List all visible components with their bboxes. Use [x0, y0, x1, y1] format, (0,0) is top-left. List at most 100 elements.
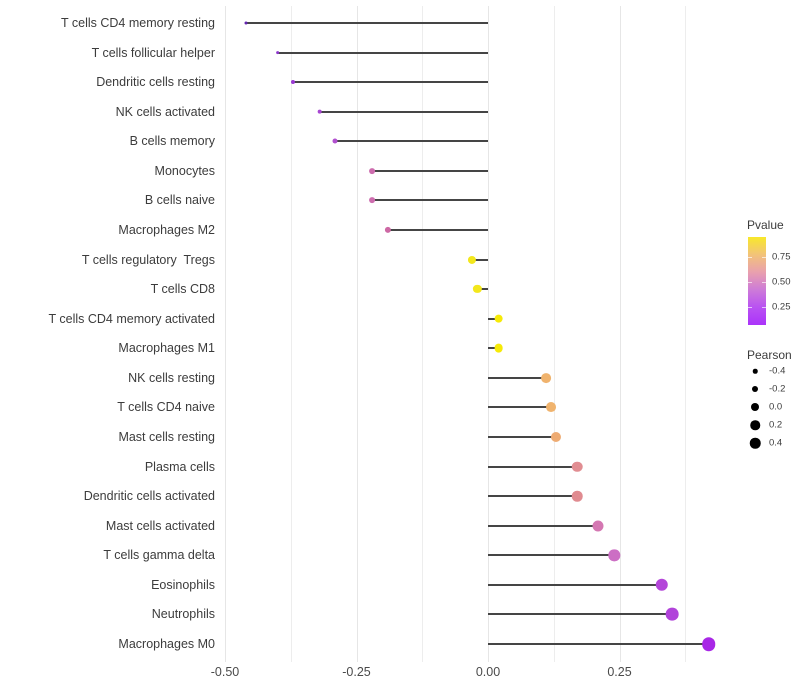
lollipop-dot	[317, 109, 322, 115]
y-axis-label: B cells naive	[144, 193, 215, 208]
pearson-size-label: -0.4	[769, 365, 786, 377]
lollipop-stem	[488, 613, 673, 616]
y-axis-label: Mast cells resting	[118, 430, 215, 444]
pearson-size-dot	[750, 420, 760, 430]
lollipop-dot	[551, 431, 562, 443]
lollipop-dot	[608, 549, 620, 561]
lollipop-stem	[488, 495, 578, 498]
lollipop-dot	[369, 197, 376, 204]
y-axis-label: T cells CD4 memory resting	[61, 16, 215, 30]
y-axis-label: NK cells activated	[115, 104, 215, 119]
lollipop-dot	[494, 343, 503, 353]
lollipop-dot	[473, 285, 482, 294]
lollipop-dot	[468, 255, 477, 264]
lollipop-dot	[572, 490, 583, 502]
y-axis-label: T cells gamma delta	[103, 548, 215, 563]
pvalue-tick-label: 0.75	[772, 251, 791, 263]
pvalue-legend-title: Pvalue	[747, 218, 784, 232]
lollipop-stem	[293, 81, 488, 84]
pvalue-tick-label: 0.25	[772, 301, 791, 313]
lollipop-stem	[488, 643, 709, 645]
y-axis-label: Macrophages M2	[118, 223, 215, 237]
lollipop-stem	[488, 554, 615, 557]
lollipop-stem	[477, 288, 488, 291]
lollipop-dot	[369, 167, 376, 174]
y-axis-label: T cells CD4 memory activated	[48, 311, 216, 326]
lollipop-stem	[488, 524, 599, 527]
colorbar-tick	[748, 307, 752, 308]
pearson-legend-title: Pearson	[747, 348, 792, 362]
y-axis-label: Dendritic cells activated	[83, 489, 215, 504]
lollipop-dot	[244, 21, 248, 25]
major-gridline	[225, 6, 226, 662]
y-axis-label: T cells regulatory Tregs	[81, 252, 215, 267]
lollipop-dot	[655, 578, 668, 592]
pearson-size-dot	[752, 386, 758, 392]
y-axis-label: T cells CD4 naive	[117, 400, 215, 415]
lollipop-stem	[319, 110, 488, 113]
pearson-size-label: 0.2	[769, 419, 783, 431]
major-gridline	[356, 6, 358, 662]
colorbar-tick	[762, 257, 766, 258]
minor-gridline	[422, 6, 424, 662]
y-axis-label: Plasma cells	[144, 459, 215, 474]
y-axis-label: Dendritic cells resting	[96, 75, 215, 90]
lollipop-dot	[384, 226, 392, 234]
lollipop-stem	[335, 140, 488, 143]
lollipop-stem	[472, 258, 488, 261]
pearson-size-dot	[751, 403, 759, 411]
pearson-size-dot	[749, 437, 761, 449]
lollipop-dot	[332, 138, 338, 144]
lollipop-dot	[572, 461, 583, 472]
colorbar-tick	[762, 282, 766, 283]
lollipop-stem	[488, 406, 552, 409]
y-axis-label: Macrophages M1	[118, 341, 215, 356]
pearson-size-dot	[752, 368, 758, 374]
y-axis-label: Neutrophils	[151, 607, 215, 622]
lollipop-dot	[275, 50, 280, 55]
minor-gridline	[553, 6, 555, 662]
lollipop-dot	[494, 314, 503, 324]
y-axis-label: Mast cells activated	[105, 518, 215, 533]
y-axis-label: Monocytes	[154, 163, 215, 178]
minor-gridline	[685, 6, 687, 662]
lollipop-dot	[592, 520, 604, 532]
pvalue-tick-label: 0.50	[772, 276, 791, 288]
pearson-size-label: -0.2	[769, 383, 786, 395]
lollipop-stem	[372, 169, 488, 172]
lollipop-dot	[546, 402, 557, 413]
lollipop-dot	[702, 637, 716, 651]
y-axis-label: Eosinophils	[151, 577, 215, 592]
lollipop-stem	[388, 229, 488, 231]
x-axis-tick-label: 0.25	[607, 665, 632, 679]
lollipop-stem	[277, 51, 488, 54]
colorbar-tick	[748, 257, 752, 258]
y-axis-label: B cells memory	[129, 134, 215, 149]
lollipop-stem	[372, 199, 488, 202]
lollipop-stem	[488, 317, 499, 320]
lollipop-dot	[665, 608, 679, 621]
x-axis-tick-label: -0.50	[210, 665, 240, 679]
lollipop-dot	[540, 372, 551, 383]
major-gridline	[488, 6, 489, 662]
lollipop-stem	[488, 465, 578, 468]
y-axis-label: T cells CD8	[150, 282, 215, 297]
minor-gridline	[290, 6, 292, 662]
x-axis-tick-label: -0.25	[342, 665, 371, 679]
pvalue-colorbar	[748, 237, 766, 325]
colorbar-tick	[748, 282, 752, 283]
colorbar-tick	[762, 307, 766, 308]
lollipop-stem	[488, 436, 557, 438]
lollipop-stem	[488, 347, 499, 350]
lollipop-stem	[488, 376, 546, 379]
y-axis-label: NK cells resting	[128, 370, 215, 385]
lollipop-stem	[246, 22, 488, 24]
lollipop-stem	[488, 583, 662, 586]
x-axis-tick-label: 0.00	[475, 665, 501, 679]
y-axis-label: Macrophages M0	[118, 637, 215, 651]
y-axis-label: T cells follicular helper	[91, 45, 215, 60]
lollipop-dot	[291, 80, 296, 85]
major-gridline	[619, 6, 621, 662]
pearson-size-label: 0.0	[769, 401, 783, 413]
